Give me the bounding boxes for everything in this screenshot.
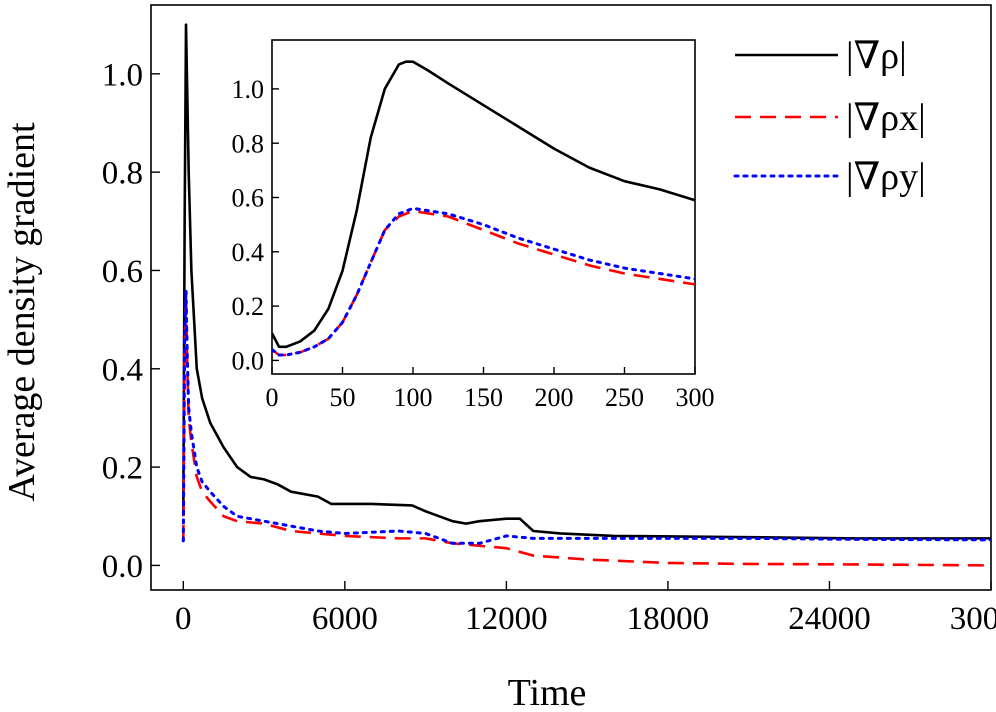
inset-series-line-2: [272, 209, 695, 357]
inset-y-tick-label: 1.0: [232, 75, 265, 104]
inset-y-tick-label: 0.4: [232, 238, 265, 267]
main-y-tick-label: 0.8: [102, 156, 143, 192]
main-x-tick-label: 18000: [627, 601, 710, 637]
inset-x-tick-label: 50: [330, 383, 356, 412]
inset-series-line-1: [272, 60, 695, 349]
main-frame: [150, 4, 992, 591]
x-axis-label: Time: [508, 672, 587, 712]
inset-x-tick-label: 250: [605, 383, 644, 412]
main-x-tick-label: 30000: [950, 601, 996, 637]
inset-y-tick-label: 0.6: [232, 184, 265, 213]
main-x-tick-label: 12000: [465, 601, 548, 637]
main-y-tick-label: 0.2: [102, 451, 143, 487]
main-y-tick-label: 1.0: [102, 57, 143, 93]
inset-x-tick-label: 150: [464, 383, 503, 412]
main-y-tick-label: 0.4: [102, 352, 143, 388]
inset-x-tick-label: 0: [266, 383, 279, 412]
legend: |∇ρ| |∇ρx| |∇ρy|: [733, 35, 926, 198]
main-series-line-1: [182, 23, 991, 540]
legend-entry-2: |∇ρx|: [846, 97, 926, 139]
inset-y-tick-label: 0.2: [232, 292, 265, 321]
main-x-tick-label: 24000: [788, 601, 871, 637]
main-x-tick-label: 0: [175, 601, 192, 637]
main-y-tick-label: 0.6: [102, 254, 143, 290]
main-x-tick-label: 6000: [312, 601, 378, 637]
inset-y-tick-label: 0.0: [232, 347, 265, 376]
main-plot: 0 6000 12000 18000 24000 30000 0.0 0.2 0.4 0.6 0.8…: [102, 4, 996, 637]
inset-y-tick-label: 0.8: [232, 129, 265, 158]
inset-x-tick-label: 200: [535, 383, 574, 412]
inset-plot: 0 50 100 150 200 250 300 0.0 0.2 0.4 0.6 0.8 1.0: [232, 39, 715, 412]
inset-series-line-3: [272, 206, 695, 357]
y-axis-label: Average density gradient: [1, 122, 43, 502]
legend-entry-1: |∇ρ|: [846, 35, 907, 77]
legend-entry-3: |∇ρy|: [846, 156, 926, 198]
main-y-tick-label: 0.0: [102, 549, 143, 585]
main-series-line-3: [181, 288, 991, 545]
main-series-line-2: [182, 293, 991, 567]
inset-x-tick-label: 300: [676, 383, 715, 412]
inset-x-tick-label: 100: [394, 383, 433, 412]
